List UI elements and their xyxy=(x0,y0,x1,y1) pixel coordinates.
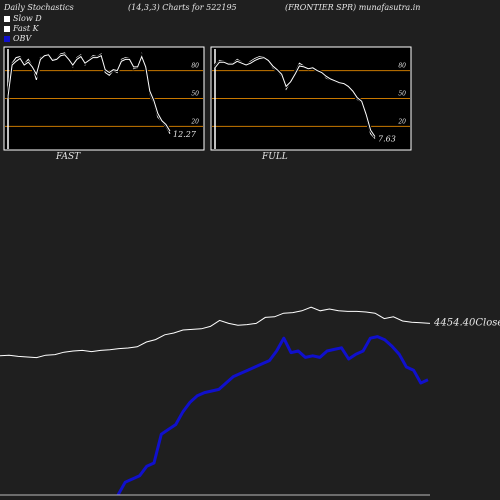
legend-swatch-slow-d xyxy=(4,15,10,22)
legend-swatch-fast-k xyxy=(4,25,10,32)
fast-level-label-80: 80 xyxy=(191,63,199,70)
legend-swatch-obv xyxy=(4,35,10,42)
legend-label-obv: OBV xyxy=(13,34,32,43)
fast-series-1-line xyxy=(7,54,171,132)
chart-title-center: (14,3,3) Charts for 522195 xyxy=(128,3,237,12)
fast-panel-label: FAST xyxy=(56,152,81,162)
full-panel-label: FULL xyxy=(262,152,288,162)
legend-label-fast-k: Fast K xyxy=(13,24,39,33)
legend-fast-k: Fast K xyxy=(4,24,39,33)
close-price-line xyxy=(0,306,431,359)
full-level-label-20: 20 xyxy=(397,118,406,125)
chart-title-right: (FRONTIER SPR) munafasutra.in xyxy=(285,3,421,12)
full-level-label-80: 80 xyxy=(398,63,406,70)
full-level-label-50: 50 xyxy=(398,91,406,98)
legend-label-slow-d: Slow D xyxy=(13,14,42,23)
full-last-value: 7.63 xyxy=(378,134,396,143)
legend-slow-d: Slow D xyxy=(4,14,42,23)
fast-last-value: 12.27 xyxy=(173,130,197,139)
chart-title-left: Daily Stochastics xyxy=(4,3,74,12)
legend-obv: OBV xyxy=(4,34,31,43)
fast-level-label-20: 20 xyxy=(190,118,199,125)
full-series-1-line xyxy=(214,57,376,137)
fast-level-label-50: 50 xyxy=(191,91,199,98)
obv-line xyxy=(116,335,429,496)
close-value-label: 4454.40Close xyxy=(433,317,500,328)
